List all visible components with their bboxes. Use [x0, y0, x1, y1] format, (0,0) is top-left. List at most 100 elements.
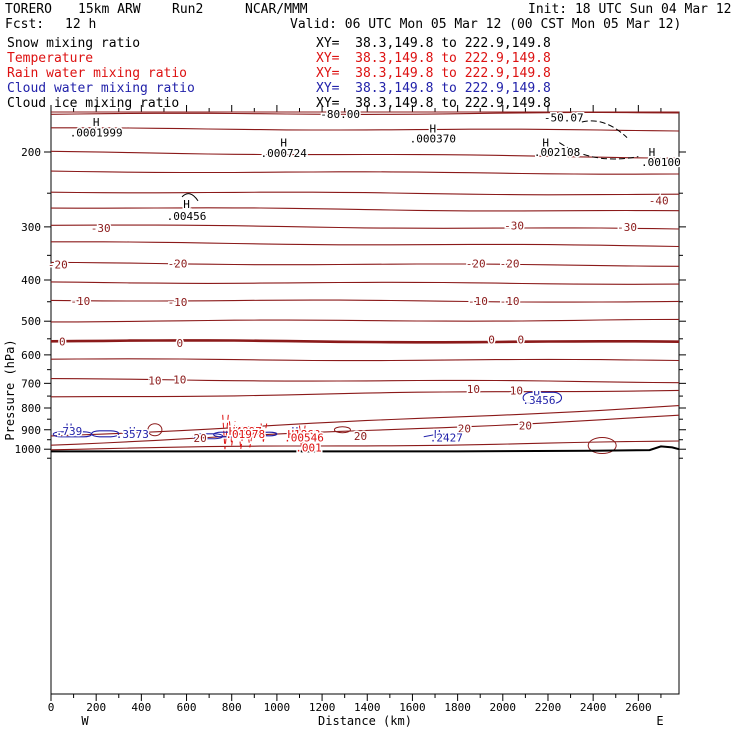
forecast-label: Fcst:: [5, 17, 45, 32]
contour-label: 20: [458, 423, 471, 436]
temperature-contour: [50, 299, 680, 303]
contour-label: .000724: [260, 147, 307, 160]
contour-label: H: [533, 389, 540, 402]
temperature-contour: [50, 440, 680, 451]
contour-label: 10: [148, 375, 161, 388]
y-tick-label: 1000: [15, 443, 42, 456]
organization: NCAR/MMM: [245, 2, 308, 17]
contour-label: 0: [518, 333, 525, 346]
temperature-contour: [50, 111, 680, 115]
contour-label: -20: [48, 259, 68, 272]
y-tick-label: 600: [21, 349, 41, 362]
contour-label: H: [542, 137, 549, 150]
cloud-water-contour: [260, 431, 278, 437]
legend-cloud-ice-name: Cloud ice mixing ratio: [7, 96, 180, 111]
y-tick-label: 200: [21, 146, 41, 159]
contour-label: -10: [168, 296, 188, 309]
temperature-contour: [50, 378, 680, 384]
contour-label: .00456: [167, 210, 207, 223]
contour-label: -20: [466, 258, 486, 271]
x-tick-label: 2000: [490, 701, 517, 714]
contour-label: 20: [354, 430, 367, 443]
temperature-contour: [50, 224, 680, 230]
cloud-water-contour: [213, 431, 251, 438]
contour-label: -20: [500, 258, 520, 271]
temperature-contour: [50, 414, 680, 446]
contour-label: -80.00: [320, 108, 360, 121]
x-tick-label: 2200: [535, 701, 562, 714]
y-tick-label: 700: [21, 377, 41, 390]
y-tick-label: 400: [21, 274, 41, 287]
contour-label: H1862: [287, 428, 320, 441]
temperature-contour: [50, 150, 680, 159]
y-tick-label: 900: [21, 424, 41, 437]
cloud-water-contour: [522, 391, 563, 404]
temperature-contour: [50, 191, 680, 196]
contour-label: H: [292, 425, 299, 438]
y-tick-label: 500: [21, 315, 41, 328]
contour-label: 0: [176, 337, 183, 350]
contour-label: .0001999: [70, 127, 123, 140]
contour-label: -30: [504, 220, 524, 233]
rain-contour: [228, 421, 236, 446]
contour-label: .001: [295, 441, 322, 454]
x-tick-label: 1200: [309, 701, 336, 714]
contour-label: 0: [488, 333, 495, 346]
y-axis-title: Pressure (hPa): [3, 339, 17, 440]
valid-time: Valid: 06 UTC Mon 05 Mar 12 (00 CST Mon …: [290, 17, 682, 32]
contour-label: .3456: [522, 394, 555, 407]
rain-contour: [260, 423, 268, 442]
x-end-label-east: E: [656, 714, 663, 728]
x-tick-label: 0: [48, 701, 55, 714]
legend-rain-xy: XY= 38.3,149.8 to 222.9,149.8: [316, 66, 551, 81]
contour-label: H: [93, 116, 100, 129]
model-resolution: 15km ARW: [78, 2, 141, 17]
temperature-contour-closed: [587, 436, 617, 454]
temperature-contour-closed: [147, 423, 163, 437]
temperature-contour: [50, 405, 680, 437]
contour-label: H: [129, 425, 136, 438]
contour-label: -10: [468, 295, 488, 308]
contour-label: 10: [510, 385, 523, 398]
temperature-contour: [50, 261, 680, 267]
temperature-contour: [50, 207, 680, 212]
terrain-line: [51, 445, 680, 453]
temperature-contour: [50, 339, 680, 344]
contour-label: .739: [56, 425, 83, 438]
x-tick-label: 600: [177, 701, 197, 714]
x-axis-title: Distance (km): [318, 714, 412, 728]
contour-label: .000370: [410, 133, 456, 146]
contour-label: -10: [500, 295, 520, 308]
x-tick-label: 1000: [264, 701, 291, 714]
temperature-contour: [50, 358, 680, 362]
snow-contour: [558, 120, 639, 160]
x-tick-label: 2400: [580, 701, 607, 714]
forecast-hour: 12 h: [65, 17, 97, 32]
legend-snow-xy: XY= 38.3,149.8 to 222.9,149.8: [316, 36, 551, 51]
temperature-contour: [50, 281, 680, 285]
contour-label: 10: [467, 383, 480, 396]
snow-contour-small: [181, 193, 199, 202]
contour-label: H: [434, 428, 441, 441]
contour-label: 20: [193, 432, 206, 445]
temperature-contour: [51, 318, 680, 323]
rain-contour: [222, 414, 229, 450]
contour-label: .00100: [641, 156, 681, 169]
rain-contour: [303, 429, 311, 450]
model-name: TORERO: [5, 2, 52, 17]
x-tick-label: 800: [222, 701, 242, 714]
x-tick-label: 1600: [399, 701, 426, 714]
legend-snow-name: Snow mixing ratio: [7, 36, 141, 51]
contour-label: 10: [173, 373, 186, 386]
y-tick-label: 300: [21, 221, 41, 234]
cloud-water-contour: [423, 433, 458, 438]
contour-label: .01978: [225, 428, 265, 441]
contour-label: -30: [91, 222, 111, 235]
rain-contour: [247, 429, 254, 448]
legend-cloud-ice-xy: XY= 38.3,149.8 to 222.9,149.8: [316, 96, 551, 111]
temperature-contour: [51, 127, 680, 132]
contour-label: -30: [617, 221, 637, 234]
contour-label: -10: [70, 295, 90, 308]
contour-label: -20: [168, 258, 188, 271]
